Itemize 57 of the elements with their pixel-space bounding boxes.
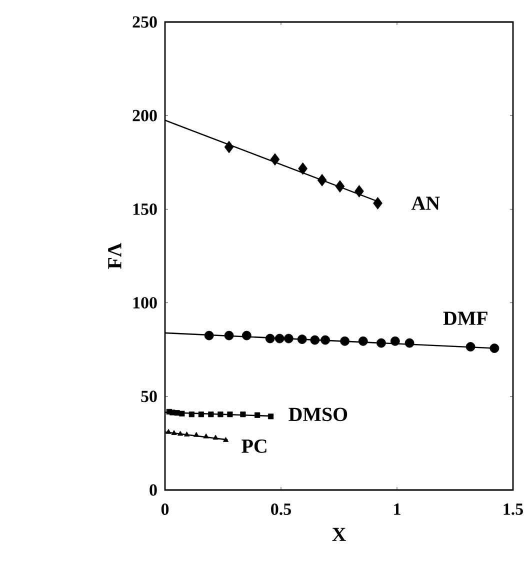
point <box>335 180 345 193</box>
series-label: DMSO <box>288 408 348 422</box>
point <box>320 335 330 345</box>
point <box>171 430 177 435</box>
x-tick-label: 0.5 <box>271 504 291 516</box>
point <box>218 412 224 418</box>
point <box>297 334 307 344</box>
y-tick-label: 150 <box>133 203 157 215</box>
x-axis-title: X <box>332 528 346 541</box>
point <box>179 410 185 416</box>
y-tick-label: 0 <box>150 484 157 496</box>
point <box>224 330 234 340</box>
point <box>184 432 190 436</box>
point <box>204 330 214 340</box>
point <box>242 330 252 340</box>
point <box>490 344 500 353</box>
point <box>194 432 200 437</box>
point <box>224 140 234 154</box>
point <box>340 336 350 346</box>
point <box>298 162 308 175</box>
point <box>178 430 184 436</box>
y-tick-label: 50 <box>141 390 157 402</box>
point <box>240 412 246 418</box>
point <box>203 433 209 438</box>
point <box>274 334 284 344</box>
series-label: PC <box>242 440 266 453</box>
point <box>166 428 172 434</box>
point <box>268 414 274 420</box>
point <box>222 437 229 442</box>
x-tick-label: 1 <box>394 504 400 515</box>
point <box>376 338 386 348</box>
point <box>265 334 275 344</box>
point <box>188 412 194 418</box>
point <box>466 342 476 352</box>
x-tick-label: 1.5 <box>504 504 523 515</box>
y-tick-label: 100 <box>133 297 157 309</box>
point <box>270 153 280 166</box>
series-label: AN <box>411 196 440 210</box>
point <box>174 410 180 416</box>
point <box>254 412 260 418</box>
point <box>317 174 327 186</box>
y-axis-title: FΛ <box>108 242 122 269</box>
point <box>212 434 218 440</box>
point <box>354 185 364 198</box>
point <box>358 336 368 346</box>
point <box>208 412 214 418</box>
point <box>373 197 382 210</box>
series-label: DMF <box>443 312 488 325</box>
y-tick-label: 200 <box>132 110 157 122</box>
point <box>390 336 400 346</box>
point <box>284 334 294 344</box>
point <box>227 412 233 418</box>
x-tick-label: 0 <box>161 504 169 515</box>
y-tick-label: 250 <box>132 16 157 28</box>
point <box>404 338 414 348</box>
point <box>198 412 204 418</box>
point <box>310 335 320 345</box>
